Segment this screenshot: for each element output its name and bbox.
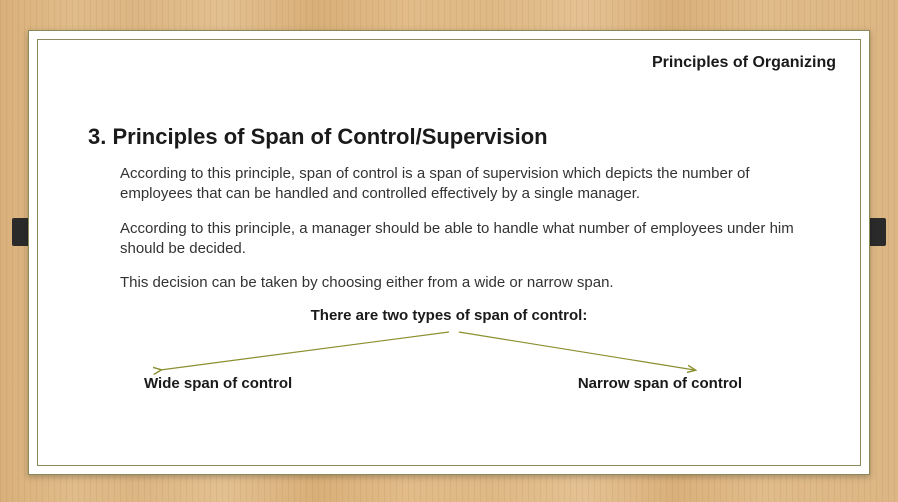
slide-card: Principles of Organizing 3. Principles o…: [28, 30, 870, 475]
slide-card-inner: Principles of Organizing 3. Principles o…: [37, 39, 861, 466]
arrow-right: [459, 332, 695, 370]
paragraph-2: According to this principle, a manager s…: [120, 219, 802, 260]
branch-diagram: Wide span of control Narrow span of cont…: [66, 326, 832, 396]
branch-right-label: Narrow span of control: [578, 375, 742, 392]
paragraph-1: According to this principle, span of con…: [120, 164, 802, 205]
paragraph-3: This decision can be taken by choosing e…: [120, 273, 802, 293]
slide-heading: 3. Principles of Span of Control/Supervi…: [88, 124, 832, 150]
slide-topic: Principles of Organizing: [652, 54, 836, 72]
slide-body: According to this principle, span of con…: [120, 164, 802, 293]
subheading: There are two types of span of control:: [66, 307, 832, 324]
arrow-left: [160, 332, 449, 370]
branch-left-label: Wide span of control: [144, 375, 292, 392]
